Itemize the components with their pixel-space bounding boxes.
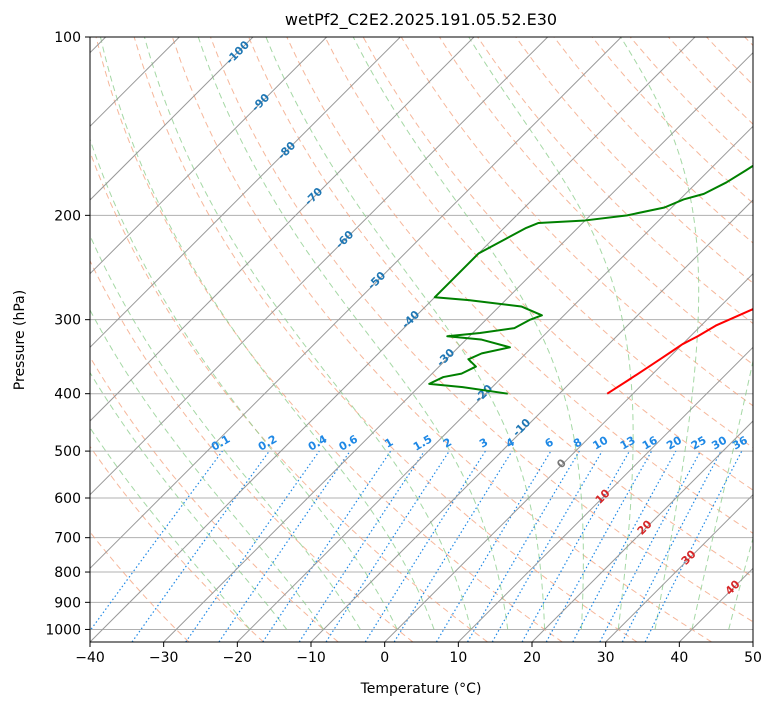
mixing-ratio-line bbox=[185, 450, 320, 642]
mixing-ratio-line bbox=[298, 450, 425, 642]
isotherm-line bbox=[90, 37, 475, 422]
mixing-ratio-line bbox=[90, 450, 223, 632]
isotherm-line bbox=[310, 199, 753, 642]
mixing-ratio-line bbox=[393, 450, 513, 642]
isotherm-line bbox=[90, 37, 254, 201]
x-tick-label: −30 bbox=[149, 650, 179, 666]
y-tick-label: 400 bbox=[54, 387, 81, 403]
isotherm-line bbox=[236, 125, 753, 642]
mixing-ratio-line bbox=[131, 450, 270, 642]
moist-adiabat-line bbox=[352, 37, 584, 630]
isotherm-line bbox=[90, 37, 549, 496]
y-axis-title: Pressure (hPa) bbox=[12, 290, 28, 390]
mixing-ratio-line bbox=[644, 450, 743, 642]
moist-adiabat-line bbox=[90, 371, 288, 630]
y-axis: 1000 900 800 700 600 500 400 300 200 100 bbox=[45, 30, 90, 638]
isotherm-line bbox=[90, 37, 696, 642]
plot-background bbox=[90, 37, 753, 642]
temperature-line bbox=[606, 307, 753, 395]
y-tick-label: 700 bbox=[54, 531, 81, 547]
isotherm-line bbox=[457, 346, 753, 642]
x-tick-label: −20 bbox=[223, 650, 253, 666]
y-tick-label: 900 bbox=[54, 595, 81, 611]
moist-adiabat-line bbox=[143, 37, 472, 630]
moist-adiabat-line bbox=[90, 426, 251, 630]
dry-adiabat-line bbox=[90, 445, 264, 642]
moist-adiabat-line bbox=[691, 358, 753, 630]
mixing-ratio-line bbox=[218, 450, 351, 642]
x-tick-label: −40 bbox=[75, 650, 105, 666]
isotherm-line bbox=[163, 51, 753, 642]
plot-frame bbox=[89, 36, 754, 643]
moist-adiabat-line bbox=[766, 37, 775, 629]
isotherm-line bbox=[90, 37, 622, 570]
moist-adiabat-line bbox=[197, 37, 509, 630]
dry-adiabat-line bbox=[133, 37, 638, 642]
y-tick-label: 600 bbox=[54, 491, 81, 507]
moist-adiabat-line bbox=[620, 37, 700, 630]
dry-adiabat-line bbox=[248, 37, 753, 578]
dewpoint-line bbox=[428, 164, 753, 395]
dry-adiabat-line bbox=[286, 37, 753, 534]
chart-title: wetPf2_C2E2.2025.191.05.52.E30 bbox=[285, 10, 557, 30]
dry-adiabat-line bbox=[515, 37, 753, 284]
moist-adiabat-line bbox=[468, 37, 634, 630]
x-tick-label: 10 bbox=[449, 650, 467, 666]
isotherm-line bbox=[531, 420, 753, 642]
isotherm-line bbox=[90, 37, 328, 275]
dry-adiabat-line bbox=[210, 37, 753, 623]
mixing-ratio-line bbox=[545, 450, 653, 642]
x-tick-label: −10 bbox=[296, 650, 326, 666]
isotherm-line bbox=[752, 641, 753, 642]
moist-adiabat-line bbox=[728, 536, 753, 630]
y-tick-label: 100 bbox=[54, 30, 81, 46]
x-tick-label: 40 bbox=[670, 650, 688, 666]
dry-adiabat-line bbox=[171, 37, 712, 642]
x-tick-label: 0 bbox=[380, 650, 389, 666]
moist-adiabat-line bbox=[90, 137, 398, 630]
y-tick-label: 1000 bbox=[45, 622, 81, 638]
x-tick-label: 20 bbox=[523, 650, 541, 666]
dry-adiabat-line bbox=[90, 356, 339, 642]
y-tick-label: 800 bbox=[54, 565, 81, 581]
dry-adiabat-line bbox=[324, 37, 753, 491]
x-tick-label: 50 bbox=[744, 650, 762, 666]
dry-adiabat-line bbox=[95, 37, 563, 642]
mixing-ratio-line bbox=[325, 450, 450, 642]
isotherm-line bbox=[384, 272, 753, 642]
moist-adiabat-line bbox=[90, 309, 324, 630]
y-tick-label: 500 bbox=[54, 444, 81, 460]
profile-lines bbox=[428, 164, 753, 395]
moist-adiabat-line bbox=[90, 234, 361, 630]
x-tick-label: 30 bbox=[597, 650, 615, 666]
dry-adiabat-line bbox=[90, 259, 414, 642]
grid-layer bbox=[90, 37, 775, 642]
mixing-ratio-line bbox=[572, 450, 677, 642]
x-axis-title: Temperature (°C) bbox=[360, 681, 482, 697]
moist-adiabat-line bbox=[265, 37, 546, 630]
y-tick-label: 300 bbox=[54, 313, 81, 329]
isotherm-line bbox=[605, 493, 753, 642]
moist-adiabat-line bbox=[99, 37, 435, 630]
isotherm-line bbox=[90, 37, 401, 349]
x-axis: −40 −30 −20 −10 0 10 20 30 40 50 bbox=[75, 642, 762, 666]
mixing-ratio-line bbox=[521, 450, 631, 642]
mixing-ratio-line bbox=[262, 450, 392, 642]
y-tick-label: 200 bbox=[54, 208, 81, 224]
